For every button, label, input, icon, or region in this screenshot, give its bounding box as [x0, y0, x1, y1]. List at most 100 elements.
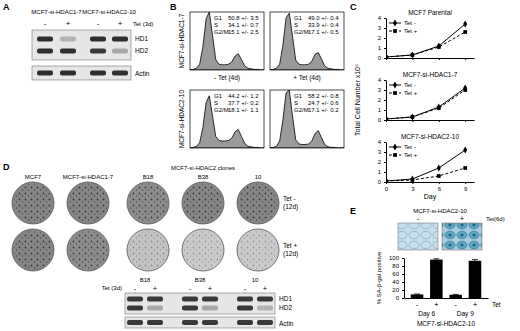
phase-name: G1 [214, 93, 223, 99]
series-marker [386, 116, 388, 120]
axis [387, 58, 475, 60]
series-marker [386, 179, 388, 182]
plot-frame [190, 90, 264, 148]
series-marker [437, 45, 441, 49]
band [90, 71, 106, 76]
column-label: MCF7 [25, 174, 42, 180]
micrograph [442, 223, 482, 250]
tick-label: 6 [438, 186, 442, 192]
tick-label: 3 [378, 87, 382, 93]
series-marker [386, 55, 388, 58]
series-marker [437, 43, 441, 50]
tick: 0 [378, 117, 386, 123]
phase-value: 50.8 +/- 3.5 [228, 15, 259, 21]
tick-mark [465, 182, 466, 184]
tick-label: 0 [378, 179, 382, 185]
legend-label: Tet - [404, 144, 416, 150]
tick-label: 0 [378, 55, 382, 61]
axis-line [386, 81, 387, 121]
band [147, 306, 163, 311]
legend-marker [393, 29, 397, 33]
series-marker [463, 85, 467, 92]
axis [387, 120, 475, 122]
tick: 80 [392, 263, 404, 269]
tick-label: 20 [392, 287, 399, 293]
tick-label: - [454, 300, 457, 309]
lane-label: - [417, 214, 420, 223]
tick-mark [384, 142, 386, 143]
band [237, 306, 253, 311]
tick [465, 120, 466, 122]
phase-value: 18.1 +/- 1.1 [228, 107, 259, 113]
series-marker [410, 52, 414, 58]
treatment: Tet (3d) [133, 21, 153, 27]
tick-mark [402, 290, 404, 291]
tick-label: 2 [378, 97, 382, 103]
axis-line [386, 143, 387, 183]
panel-label: C [350, 2, 357, 12]
tick-label: 80 [392, 263, 399, 269]
lane-label: - [44, 19, 47, 28]
error-cap [453, 294, 459, 295]
series-marker [463, 147, 467, 154]
lane-label: - [244, 284, 247, 293]
tick: 9 [464, 182, 468, 192]
phase-name: G2/M [214, 29, 229, 35]
tick: 1 [378, 107, 386, 113]
phase-name: S [214, 22, 218, 28]
tick: 3 [378, 149, 386, 155]
tick-label: 3 [411, 186, 415, 192]
band-label: HD1 [135, 35, 148, 42]
dish-texture [239, 231, 278, 270]
band [202, 320, 218, 325]
tick-label: 3 [378, 149, 382, 155]
tick-mark [384, 58, 386, 59]
clone-label: B38 [195, 277, 206, 283]
lane-label: + [460, 214, 465, 223]
series-marker [437, 106, 441, 110]
phase-value: 58.2 +/- 0.8 [308, 93, 339, 99]
series-marker [437, 104, 441, 111]
row-label: MCF7-si-HDAC1-7 [178, 13, 185, 68]
tick-mark [439, 58, 440, 60]
tick: 3 [378, 25, 386, 31]
band [257, 297, 273, 302]
treatment: Tet (3d) [102, 285, 122, 291]
tick-label: 60 [392, 271, 399, 277]
dish [237, 182, 279, 224]
band [60, 71, 76, 76]
phase-value: 49.0 +/- 0.4 [308, 15, 339, 21]
tick-mark [384, 120, 386, 121]
axis-line [387, 182, 475, 183]
group-label: Day 6 [418, 310, 435, 318]
band [127, 306, 143, 311]
tick-label: 0 [385, 186, 389, 192]
tick-mark [384, 28, 386, 29]
panel-label: A [3, 2, 10, 12]
panel-d: DMCF7MCF7-si-HDAC1-7MCF7-si-HDAC2 clones… [3, 162, 298, 328]
tick-mark [412, 120, 413, 122]
phase-name: S [214, 100, 218, 106]
band [182, 297, 198, 302]
group-label: Day 9 [457, 310, 474, 318]
tick-label: 2 [378, 35, 382, 41]
panel-a: AMCF7-si-HDAC1-7MCF7-si-HDAC2-10-+-+Tet … [3, 2, 153, 80]
axis-line [386, 19, 387, 59]
series-marker [411, 53, 415, 57]
error-bar [414, 294, 420, 296]
tick [439, 120, 440, 122]
legend-label: Tet + [404, 90, 418, 96]
chart-title: MCF7-si-HDAC2-10 [401, 133, 460, 140]
tick: 100 [389, 255, 404, 261]
plot-marks [386, 21, 467, 58]
tick-mark [402, 274, 404, 275]
chart-title: MCF7 Parental [408, 9, 452, 16]
panel-b: BG150.8 +/- 3.5S34.1 +/- 0.7G2/M15.1 +/-… [170, 2, 344, 148]
series-line [386, 88, 465, 119]
axis-line [387, 58, 475, 59]
series-marker [463, 88, 467, 92]
tick: 4 [378, 15, 386, 21]
band [112, 71, 128, 76]
tick-mark [439, 120, 440, 122]
dish-texture [239, 184, 278, 223]
